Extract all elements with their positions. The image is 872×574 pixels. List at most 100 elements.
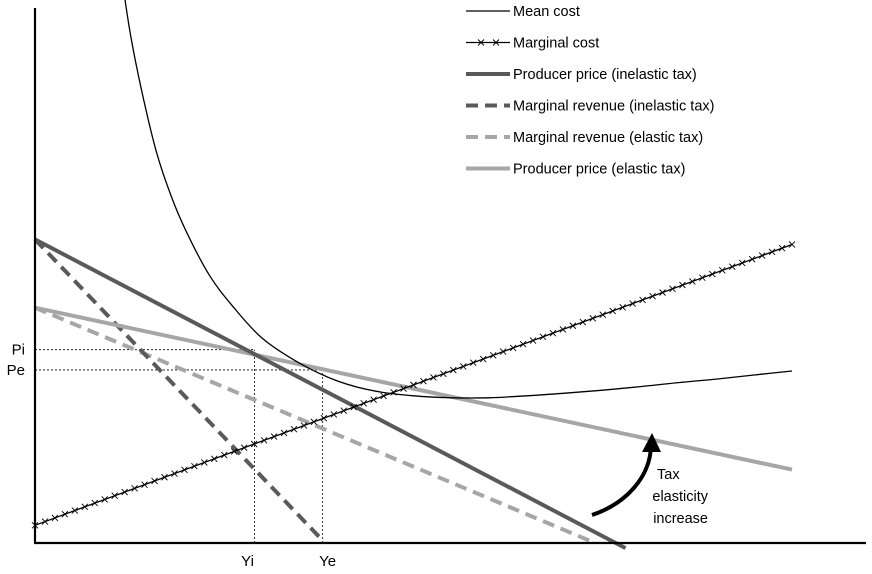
marginal-cost-marker xyxy=(679,281,686,289)
marginal-cost-marker xyxy=(669,285,676,293)
marginal-cost-marker xyxy=(350,403,358,411)
marginal-cost-marker xyxy=(410,381,417,389)
marginal-cost-marker xyxy=(61,510,69,518)
marginal-cost-marker xyxy=(101,496,109,503)
marginal-cost-marker xyxy=(220,451,228,459)
marginal-cost-marker xyxy=(758,252,766,259)
marginal-cost-marker xyxy=(489,351,497,359)
series-marginal-revenue-elastic-tax xyxy=(34,305,596,545)
guide-lines xyxy=(35,349,324,543)
legend-marker xyxy=(492,39,500,46)
marginal-cost-marker xyxy=(639,296,646,304)
marginal-cost-marker xyxy=(81,503,89,511)
series-producer-price-elastic-tax xyxy=(34,305,793,472)
marginal-cost-marker xyxy=(290,425,298,433)
marginal-cost-marker xyxy=(300,422,308,429)
marginal-cost-marker xyxy=(360,400,368,407)
marginal-cost-marker xyxy=(768,248,776,256)
annotation-line-3: increase xyxy=(653,511,708,527)
legend-label: Mean cost xyxy=(513,4,580,20)
marginal-cost-marker xyxy=(529,337,537,344)
marginal-cost-marker xyxy=(131,485,138,492)
marginal-cost-marker xyxy=(400,385,407,392)
marginal-cost-marker xyxy=(609,307,617,315)
series-producer-price-inelastic-tax xyxy=(34,237,627,550)
marginal-cost-marker xyxy=(718,267,726,274)
marginal-cost-marker xyxy=(161,473,168,481)
marginal-cost-marker xyxy=(619,303,626,311)
marginal-cost-marker xyxy=(708,270,716,278)
elasticity-arrow-head xyxy=(642,433,661,452)
marginal-cost-marker xyxy=(181,466,188,474)
marginal-cost-marker xyxy=(519,340,527,348)
legend-item-marginal-revenue-elastic-tax: Marginal revenue (elastic tax) xyxy=(466,130,703,146)
legend-label: Marginal cost xyxy=(513,36,599,52)
marginal-cost-marker xyxy=(629,300,636,307)
marginal-cost-marker xyxy=(41,518,49,525)
legend-item-producer-price-elastic-tax: Producer price (elastic tax) xyxy=(466,162,685,178)
marginal-cost-marker xyxy=(91,499,99,507)
marginal-cost-marker xyxy=(330,411,338,418)
marginal-cost-marker xyxy=(539,333,547,341)
elasticity-arrow-shaft xyxy=(591,445,653,517)
marginal-cost-marker xyxy=(370,396,377,403)
marginal-cost-marker xyxy=(141,481,148,488)
marginal-cost-marker xyxy=(380,392,387,400)
marginal-cost-marker xyxy=(191,462,198,470)
axes xyxy=(33,8,866,545)
legend: Mean cost Marginal cost Producer price (in… xyxy=(466,4,714,178)
marginal-cost-marker xyxy=(459,363,467,370)
marginal-cost-marker xyxy=(748,255,756,263)
marginal-cost-marker xyxy=(699,274,706,282)
marginal-cost-marker xyxy=(649,292,656,300)
marginal-cost-marker xyxy=(569,322,577,330)
marginal-cost-marker xyxy=(71,507,79,514)
marginal-cost-marker xyxy=(788,241,796,248)
marginal-cost-marker xyxy=(599,311,607,318)
marginal-cost-marker xyxy=(250,440,258,448)
x-tick-label-yi: Yi xyxy=(241,553,254,570)
marginal-cost-marker xyxy=(559,326,567,333)
annotation: Tax elasticity increase xyxy=(591,433,709,527)
legend-item-producer-price-inelastic-tax: Producer price (inelastic tax) xyxy=(466,67,697,83)
marginal-cost-marker xyxy=(210,455,218,463)
y-tick-label-pi: Pi xyxy=(12,342,25,359)
marginal-cost-marker xyxy=(171,470,178,477)
marginal-cost-marker xyxy=(450,366,457,374)
marginal-cost-marker xyxy=(260,436,268,444)
tick-labels: Yi Ye Pi Pe xyxy=(7,342,337,570)
series-mean-cost xyxy=(124,0,793,399)
legend-item-marginal-cost: Marginal cost xyxy=(466,36,599,52)
series-lines xyxy=(31,0,796,550)
marginal-cost-marker xyxy=(479,355,487,363)
marginal-cost-marker xyxy=(111,492,119,500)
marginal-cost-marker xyxy=(240,444,248,452)
legend-label: Producer price (elastic tax) xyxy=(513,162,685,178)
marginal-cost-marker xyxy=(310,418,318,426)
marginal-cost-marker xyxy=(589,315,597,322)
marginal-cost-marker xyxy=(430,374,437,381)
marginal-cost-marker xyxy=(659,289,666,296)
marginal-cost-marker xyxy=(738,259,746,267)
legend-marker xyxy=(477,39,485,46)
marginal-cost-marker xyxy=(280,429,288,437)
legend-item-mean-cost: Mean cost xyxy=(466,4,580,20)
series-marginal-revenue-inelastic-tax xyxy=(33,238,325,542)
marginal-cost-marker xyxy=(778,244,786,252)
marginal-cost-marker xyxy=(499,348,507,355)
annotation-line-1: Tax xyxy=(657,467,680,483)
marginal-cost-marker xyxy=(549,329,557,337)
y-tick-label-pe: Pe xyxy=(7,362,25,379)
legend-item-marginal-revenue-inelastic-tax: Marginal revenue (inelastic tax) xyxy=(466,99,714,115)
marginal-cost-marker xyxy=(340,407,348,415)
annotation-line-2: elasticity xyxy=(652,489,708,505)
legend-label: Producer price (inelastic tax) xyxy=(513,67,697,83)
marginal-cost-marker xyxy=(151,477,158,485)
x-tick-label-ye: Ye xyxy=(319,553,336,570)
marginal-cost-marker xyxy=(440,370,447,378)
legend-label: Marginal revenue (elastic tax) xyxy=(513,130,703,146)
marginal-cost-marker xyxy=(270,433,278,440)
marginal-cost-marker xyxy=(579,318,587,326)
